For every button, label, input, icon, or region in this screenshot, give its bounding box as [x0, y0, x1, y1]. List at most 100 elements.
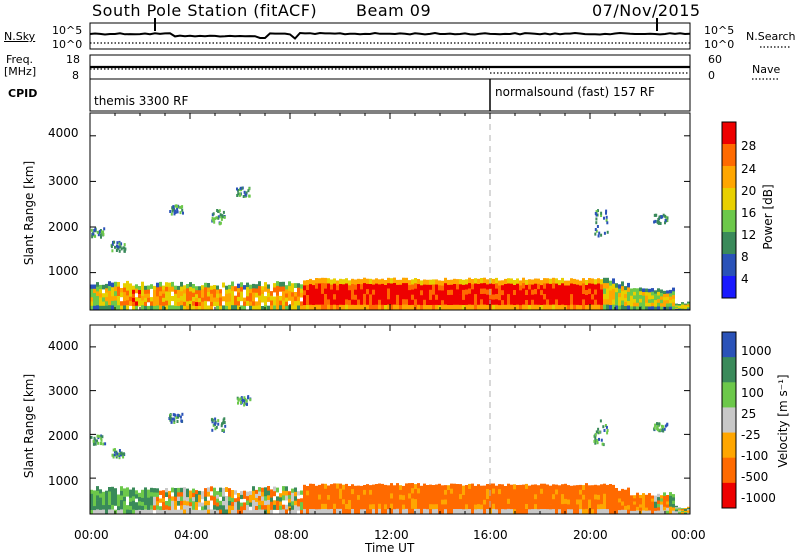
velocity-cell	[477, 484, 480, 490]
power-cell	[636, 299, 639, 304]
velocity-cell	[390, 488, 393, 494]
velocity-cell	[102, 496, 105, 502]
power-cell	[117, 300, 120, 306]
velocity-cell	[141, 510, 144, 515]
power-echo	[91, 235, 94, 239]
velocity-cell	[99, 489, 102, 494]
power-cell	[162, 293, 165, 299]
power-cell	[153, 306, 156, 311]
velocity-cell	[333, 498, 336, 505]
velocity-cell	[435, 504, 438, 510]
power-cell	[336, 280, 339, 286]
power-cell	[495, 299, 498, 305]
velocity-cbar-m25: -25	[741, 428, 761, 442]
power-cell	[564, 290, 567, 296]
velocity-echo	[237, 401, 239, 405]
power-cell	[390, 283, 393, 290]
power-cell	[318, 278, 321, 284]
velocity-cell	[558, 494, 561, 500]
velocity-cell	[474, 500, 477, 506]
velocity-cell	[408, 498, 411, 505]
power-echo	[123, 243, 126, 247]
velocity-cell	[528, 485, 531, 491]
power-echo	[241, 186, 243, 190]
velocity-cell	[585, 488, 588, 494]
velocity-cell	[657, 500, 660, 505]
velocity-cell	[267, 486, 270, 492]
velocity-cell	[378, 483, 381, 489]
power-cell	[471, 279, 474, 285]
velocity-cell	[645, 501, 648, 505]
velocity-cell	[600, 484, 603, 490]
velocity-echo	[104, 442, 107, 446]
power-cell	[123, 301, 126, 306]
power-cell	[630, 302, 633, 307]
velocity-cell	[399, 504, 402, 510]
velocity-cell	[537, 490, 540, 496]
power-cell	[303, 290, 306, 296]
velocity-cell	[150, 487, 153, 493]
power-echo	[110, 245, 113, 249]
velocity-cell	[264, 505, 267, 510]
velocity-cell	[306, 490, 309, 496]
power-cell	[207, 292, 210, 297]
power-cell	[501, 280, 504, 286]
power-cell	[528, 294, 531, 301]
power-cell	[504, 304, 507, 311]
velocity-cell	[309, 483, 312, 490]
velocity-cell	[579, 509, 582, 515]
power-cell	[105, 288, 108, 293]
velocity-cell	[147, 501, 150, 507]
power-colorbar-swatch	[722, 232, 736, 255]
velocity-cell	[366, 484, 369, 490]
power-cell	[276, 281, 279, 287]
power-cell	[237, 296, 240, 302]
power-cell	[468, 299, 471, 305]
velocity-cell	[681, 511, 684, 513]
power-cell	[264, 282, 267, 288]
velocity-cell	[501, 509, 504, 515]
velocity-echo	[175, 416, 178, 420]
velocity-cell	[351, 509, 354, 515]
power-cell	[258, 305, 261, 311]
power-cell	[216, 293, 219, 299]
power-cell	[177, 285, 180, 291]
velocity-cell	[294, 509, 297, 515]
power-cell	[588, 299, 591, 305]
power-cell	[288, 281, 291, 287]
power-cell	[513, 290, 516, 296]
power-cell	[210, 297, 213, 303]
power-cell	[414, 288, 417, 295]
power-echo	[172, 207, 175, 211]
power-cell	[114, 281, 117, 287]
velocity-cell	[339, 498, 342, 505]
velocity-cell	[393, 499, 396, 505]
velocity-colorbar-swatch	[722, 457, 736, 484]
power-cell	[120, 301, 123, 306]
power-cell	[663, 290, 666, 295]
power-echo	[600, 211, 603, 215]
velocity-cell	[591, 490, 594, 496]
velocity-echo	[172, 413, 175, 417]
velocity-cell	[252, 490, 255, 496]
power-cell	[594, 294, 597, 301]
power-cell	[282, 281, 285, 287]
velocity-cell	[225, 509, 228, 515]
power-cell	[429, 279, 432, 286]
power-echo	[211, 216, 214, 220]
velocity-cell	[654, 495, 657, 500]
velocity-cell	[336, 493, 339, 500]
power-cell	[474, 288, 477, 295]
velocity-cell	[120, 509, 123, 515]
velocity-cell	[99, 497, 102, 503]
power-cell	[687, 303, 690, 305]
velocity-cell	[552, 509, 555, 515]
velocity-cell	[369, 489, 372, 496]
velocity-cell	[687, 509, 690, 511]
velocity-cell	[525, 488, 528, 495]
velocity-cell	[180, 505, 183, 511]
power-cell	[414, 278, 417, 284]
power-cell	[216, 305, 219, 311]
velocity-cell	[576, 499, 579, 505]
velocity-cbar-500: 500	[741, 365, 764, 379]
